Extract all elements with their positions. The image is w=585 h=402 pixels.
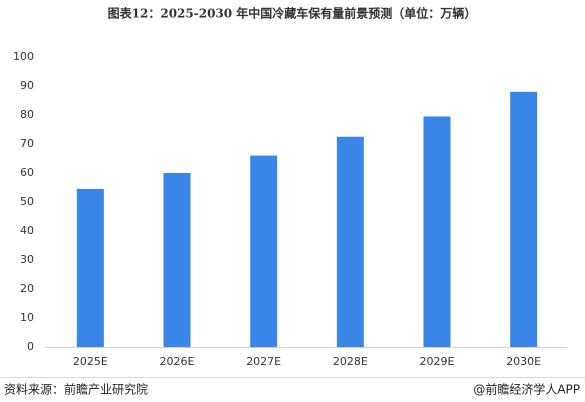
y-tick-label: 90 <box>20 79 34 92</box>
x-tick-label: 2030E <box>506 355 541 368</box>
y-tick-label: 60 <box>20 166 34 179</box>
y-tick-label: 70 <box>20 137 34 150</box>
credit: @前瞻经济学人APP <box>473 382 580 397</box>
source-note: 资料来源：前瞻产业研究院 <box>4 382 148 397</box>
x-tick-label: 2028E <box>333 355 368 368</box>
y-tick-label: 0 <box>27 340 34 353</box>
y-tick-label: 40 <box>20 224 34 237</box>
x-tick-label: 2025E <box>73 355 108 368</box>
y-tick-label: 30 <box>20 253 34 266</box>
y-tick-label: 50 <box>20 195 34 208</box>
bar <box>76 188 104 347</box>
bar <box>423 116 451 347</box>
x-tick-label: 2026E <box>160 355 195 368</box>
chart-title: 图表12：2025-2030 年中国冷藏车保有量前景预测（单位：万辆） <box>108 6 477 21</box>
bar <box>163 173 191 347</box>
y-tick-label: 80 <box>20 108 34 121</box>
bar <box>510 91 538 347</box>
y-tick-label: 10 <box>20 311 34 324</box>
bar <box>250 155 278 347</box>
bar <box>336 136 364 347</box>
y-tick-label: 20 <box>20 282 34 295</box>
x-tick-label: 2027E <box>246 355 281 368</box>
y-tick-label: 100 <box>13 50 34 63</box>
x-tick-label: 2029E <box>420 355 455 368</box>
